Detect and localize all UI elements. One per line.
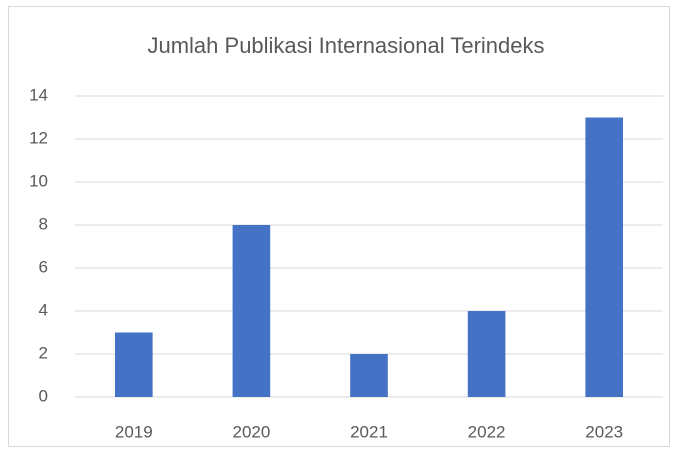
y-tick-label: 8 [39, 214, 48, 233]
y-tick-label: 12 [29, 128, 48, 147]
x-tick-label: 2022 [468, 422, 506, 441]
y-tick-label: 2 [39, 343, 48, 362]
y-tick-label: 6 [39, 257, 48, 276]
x-tick-label: 2023 [585, 422, 623, 441]
bar [114, 332, 153, 397]
chart-frame [8, 6, 670, 447]
y-tick-label: 14 [29, 85, 48, 104]
y-tick-label: 0 [39, 386, 48, 405]
y-tick-label: 4 [39, 300, 48, 319]
bar [232, 225, 271, 397]
bar [467, 311, 506, 397]
x-tick-label: 2021 [350, 422, 388, 441]
bar [585, 117, 624, 397]
x-tick-label: 2020 [232, 422, 270, 441]
y-tick-label: 10 [29, 171, 48, 190]
chart-title: Jumlah Publikasi Internasional Terindeks [147, 33, 544, 58]
x-tick-label: 2019 [115, 422, 153, 441]
bar [350, 354, 388, 397]
